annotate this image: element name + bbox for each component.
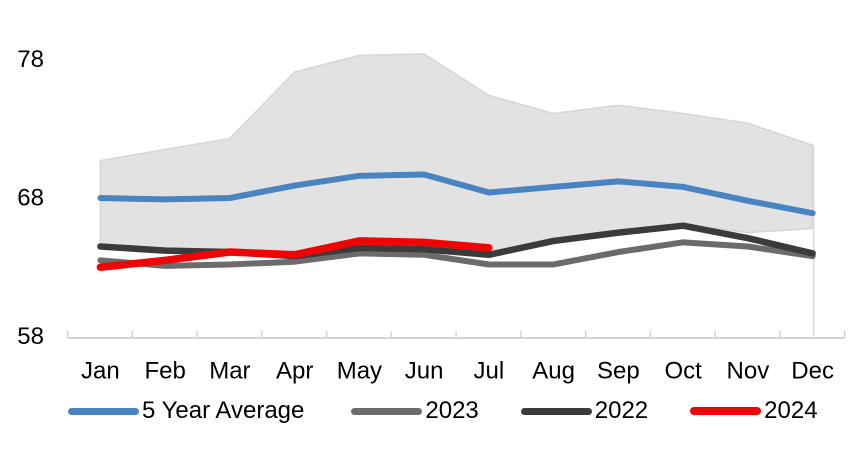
month-label-mar: Mar [209, 358, 250, 385]
series-line-5-year-average [97, 171, 816, 217]
legend-item-2022: 2022 [520, 397, 649, 425]
y-tick-label: 58 [17, 323, 44, 350]
month-label-jul: Jul [474, 358, 505, 385]
legend: 5 Year Average 2023 2022 2024 [68, 396, 818, 426]
legend-swatch-2024 [690, 407, 762, 415]
month-label-jan: Jan [81, 358, 120, 385]
month-label-dec: Dec [791, 358, 834, 385]
legend-item-2023: 2023 [351, 397, 479, 425]
month-label-may: May [337, 358, 382, 385]
y-tick-label: 68 [17, 185, 44, 212]
five-year-range-band [99, 53, 814, 256]
plot-area: 78 68 58 Jan Feb Mar Apr May Jun Jul Aug Sep Oct Nov D… [17, 46, 846, 385]
series-line-2024 [96, 237, 493, 271]
legend-label-2022: 2022 [594, 397, 649, 424]
series-line-2023 [97, 239, 816, 269]
legend-item-5-year-average: 5 Year Average [68, 397, 304, 425]
month-label-nov: Nov [727, 358, 770, 385]
month-label-aug: Aug [532, 358, 575, 385]
month-label-oct: Oct [664, 358, 702, 385]
legend-item-2024: 2024 [690, 397, 818, 425]
legend-label-2024: 2024 [764, 397, 818, 424]
legend-swatch-5-year-average [68, 407, 139, 415]
legend-swatch-2023 [351, 407, 423, 415]
month-label-jun: Jun [405, 358, 444, 385]
month-label-sep: Sep [597, 358, 640, 385]
legend-label-5-year-average: 5 Year Average [142, 397, 305, 424]
y-tick-label: 78 [17, 46, 44, 73]
legend-label-2023: 2023 [425, 397, 479, 424]
legend-swatch-2022 [520, 407, 592, 415]
month-label-apr: Apr [276, 358, 313, 385]
month-label-feb: Feb [144, 358, 185, 385]
